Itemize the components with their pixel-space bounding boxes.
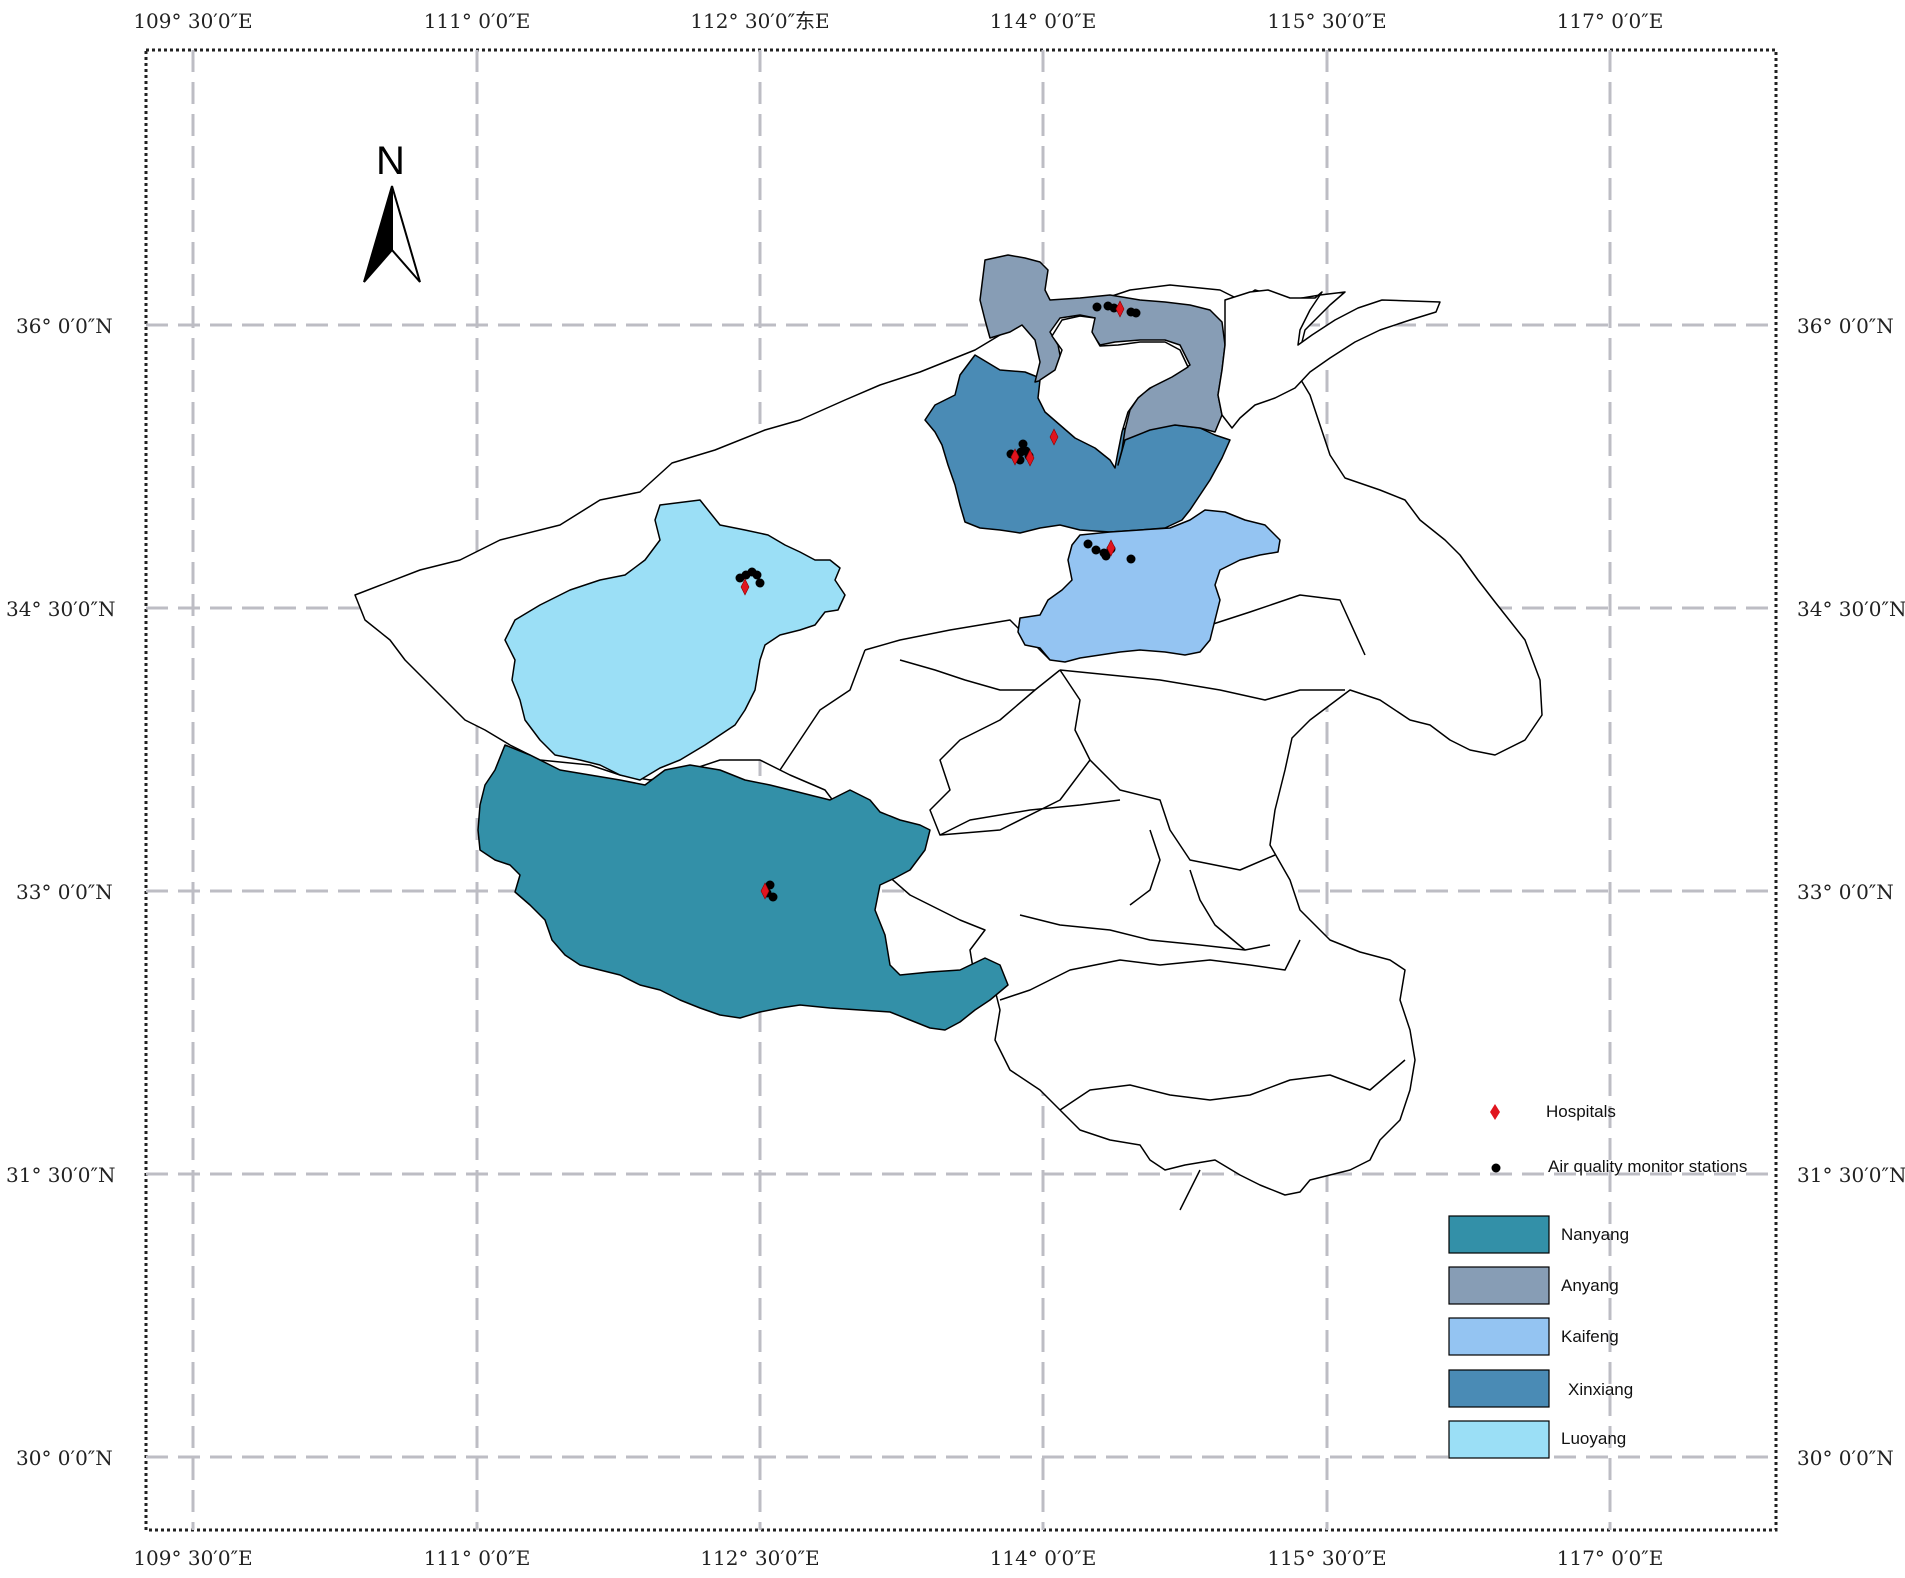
legend-swatch-kaifeng <box>1448 1317 1550 1356</box>
station-point <box>755 578 765 588</box>
north-arrow-icon <box>391 185 421 283</box>
region-puyang <box>1217 289 1441 429</box>
station-point <box>1101 551 1111 561</box>
legend-swatch-anyang <box>1448 1266 1550 1305</box>
station-point <box>1018 439 1028 449</box>
region-nanyang <box>477 744 1009 1031</box>
legend-swatch-xinxiang <box>1448 1369 1550 1408</box>
lon-label: 109° 30′0″E <box>133 1546 252 1570</box>
legend-region-label: Luoyang <box>1561 1429 1626 1448</box>
station-point <box>1131 308 1141 318</box>
legend-region-label: Nanyang <box>1561 1225 1629 1244</box>
region-luoyang <box>504 499 846 781</box>
hospital-marker <box>760 882 770 900</box>
lon-label: 117° 0′0″E <box>1557 9 1664 33</box>
region-kaifeng <box>1017 509 1281 663</box>
lat-label: 30° 0′0″N <box>1797 1446 1894 1470</box>
lat-label: 31° 30′0″N <box>1797 1163 1905 1187</box>
lat-label: 36° 0′0″N <box>16 314 113 338</box>
lon-label: 109° 30′0″E <box>133 9 252 33</box>
station-point <box>1091 545 1101 555</box>
legend-region-label: Anyang <box>1561 1276 1619 1295</box>
legend-stations-label: Air quality monitor stations <box>1548 1157 1747 1176</box>
station-point <box>1126 554 1136 564</box>
lon-label: 117° 0′0″E <box>1557 1546 1664 1570</box>
legend-region-label: Kaifeng <box>1561 1327 1619 1346</box>
lat-label: 34° 30′0″N <box>1797 597 1905 621</box>
legend-hospitals-label: Hospitals <box>1546 1102 1616 1121</box>
hospital-points <box>740 300 1125 900</box>
legend-swatch-nanyang <box>1448 1215 1550 1254</box>
lon-label: 115° 30′0″E <box>1267 1546 1386 1570</box>
lon-label: 115° 30′0″E <box>1267 9 1386 33</box>
hospital-marker <box>1115 300 1125 318</box>
lon-label: 114° 0′0″E <box>990 9 1097 33</box>
station-point <box>1092 302 1102 312</box>
lon-label: 112° 30′0″E <box>700 1546 819 1570</box>
lat-label: 30° 0′0″N <box>16 1446 113 1470</box>
station-point <box>1083 539 1093 549</box>
lon-labels-bottom: 109° 30′0″E 111° 0′0″E 112° 30′0″E 114° … <box>133 1546 1663 1570</box>
lon-label: 111° 0′0″E <box>424 1546 531 1570</box>
hospital-marker <box>1106 539 1116 557</box>
station-point <box>768 892 778 902</box>
hospital-marker <box>1010 448 1020 466</box>
hospital-marker <box>740 578 750 596</box>
north-arrow: N <box>363 139 421 283</box>
anyang-inner-white <box>1037 315 1189 469</box>
lat-labels-left: 36° 0′0″N 34° 30′0″N 33° 0′0″N 31° 30′0″… <box>6 314 116 1470</box>
lon-label: 111° 0′0″E <box>424 9 531 33</box>
lon-label: 112° 30′0″东E <box>690 9 829 33</box>
lat-label: 33° 0′0″N <box>16 880 113 904</box>
lon-labels-top: 109° 30′0″E 111° 0′0″E 112° 30′0″东E 114°… <box>133 9 1663 33</box>
lat-label: 31° 30′0″N <box>6 1163 116 1187</box>
hospital-marker <box>1049 428 1059 446</box>
legend: Hospitals Air quality monitor stations N… <box>1448 1102 1747 1459</box>
station-point <box>752 570 762 580</box>
station-point <box>1109 303 1119 313</box>
city-boundaries <box>779 594 1406 1211</box>
lat-label: 33° 0′0″N <box>1797 880 1894 904</box>
hospital-marker <box>1025 449 1035 467</box>
legend-hospital-marker <box>1490 1104 1500 1120</box>
lon-label: 114° 0′0″E <box>990 1546 1097 1570</box>
legend-region-label: Xinxiang <box>1568 1380 1633 1399</box>
legend-swatch-luoyang <box>1448 1420 1550 1459</box>
province-map <box>354 254 1543 1211</box>
lat-labels-right: 36° 0′0″N 34° 30′0″N 33° 0′0″N 31° 30′0″… <box>1797 314 1905 1470</box>
north-arrow-label: N <box>376 139 405 183</box>
map-frame <box>144 48 1778 1532</box>
lat-label: 34° 30′0″N <box>6 597 116 621</box>
lat-label: 36° 0′0″N <box>1797 314 1894 338</box>
legend-station-marker <box>1491 1163 1501 1173</box>
station-point <box>765 880 775 890</box>
